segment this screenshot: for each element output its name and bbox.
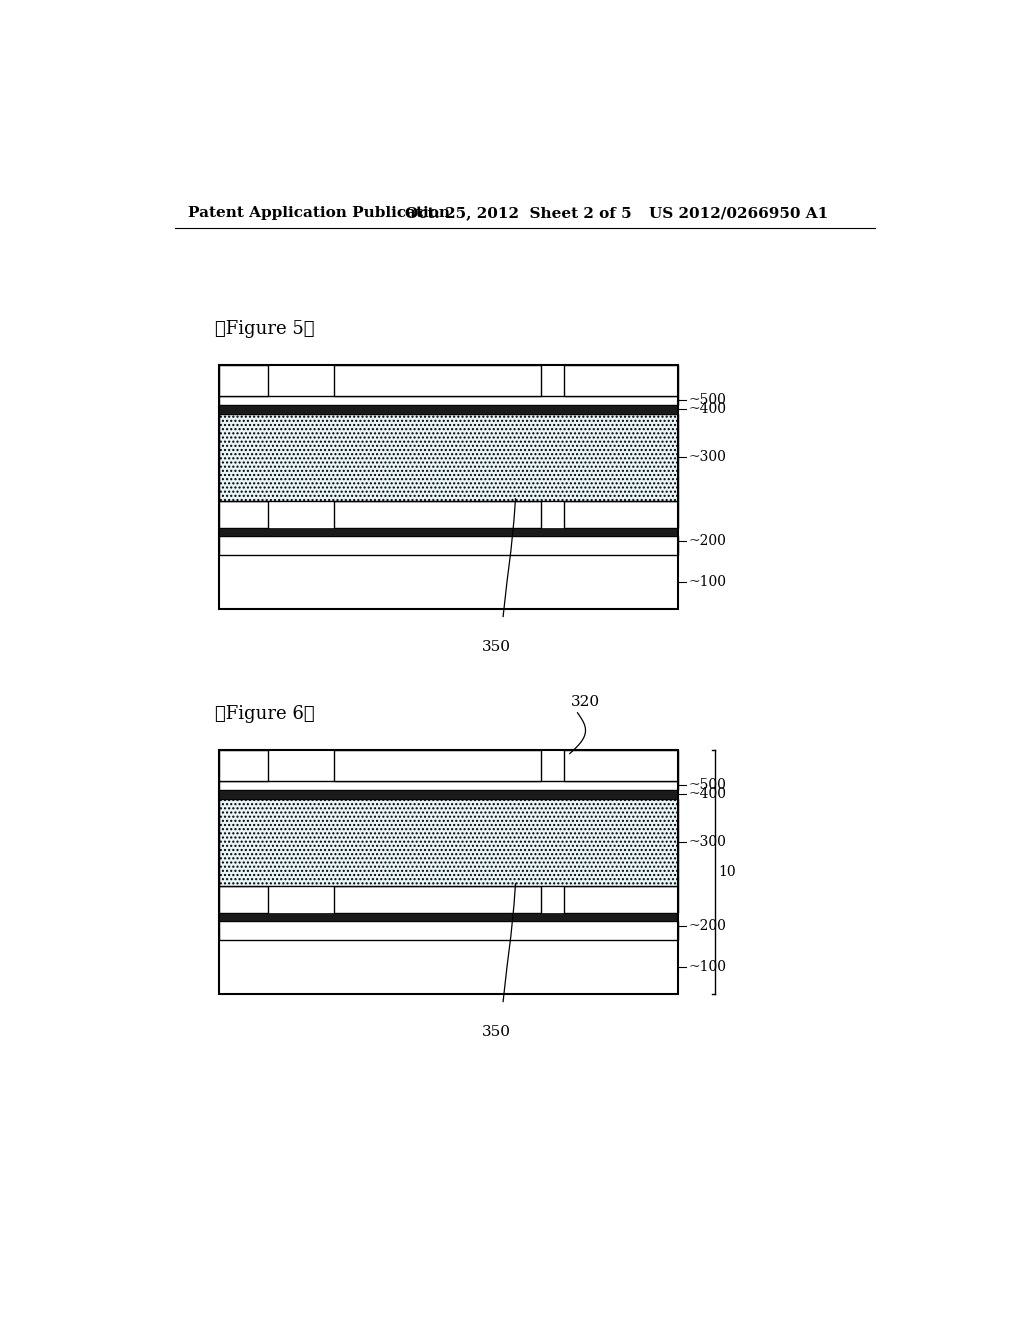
Text: 350: 350	[481, 640, 511, 653]
Bar	[219, 528, 678, 536]
Text: ~500: ~500	[688, 393, 726, 407]
Bar	[563, 364, 678, 396]
Bar	[219, 940, 678, 994]
Bar	[219, 750, 267, 780]
Text: Oct. 25, 2012  Sheet 2 of 5: Oct. 25, 2012 Sheet 2 of 5	[406, 206, 632, 220]
Bar	[334, 750, 541, 780]
Text: 320: 320	[570, 694, 600, 709]
Bar	[219, 780, 678, 789]
Text: ~400: ~400	[688, 788, 726, 801]
Bar	[334, 364, 541, 396]
Text: ~100: ~100	[688, 960, 726, 974]
Bar	[219, 405, 678, 414]
Bar	[219, 789, 678, 799]
Bar	[219, 799, 678, 886]
Bar	[219, 886, 267, 913]
Bar	[219, 750, 678, 994]
Text: ~400: ~400	[688, 403, 726, 416]
Text: 350: 350	[481, 1024, 511, 1039]
Text: Patent Application Publication: Patent Application Publication	[188, 206, 451, 220]
Text: ~200: ~200	[688, 919, 726, 933]
Text: 【Figure 6】: 【Figure 6】	[215, 705, 314, 723]
Bar	[219, 502, 267, 528]
Bar	[219, 364, 267, 396]
Bar	[219, 536, 678, 554]
Bar	[219, 364, 678, 609]
Text: ~200: ~200	[688, 535, 726, 548]
Bar	[219, 554, 678, 609]
Text: ~300: ~300	[688, 836, 726, 849]
Bar	[219, 414, 678, 502]
Bar	[563, 750, 678, 780]
Bar	[219, 921, 678, 940]
Bar	[334, 886, 541, 913]
Text: ~300: ~300	[688, 450, 726, 465]
Text: 10: 10	[719, 865, 736, 879]
Text: US 2012/0266950 A1: US 2012/0266950 A1	[649, 206, 828, 220]
Text: ~100: ~100	[688, 576, 726, 589]
Text: 【Figure 5】: 【Figure 5】	[215, 321, 314, 338]
Bar	[219, 396, 678, 405]
Text: ~500: ~500	[688, 779, 726, 792]
Bar	[563, 502, 678, 528]
Bar	[219, 913, 678, 921]
Bar	[563, 886, 678, 913]
Bar	[334, 502, 541, 528]
